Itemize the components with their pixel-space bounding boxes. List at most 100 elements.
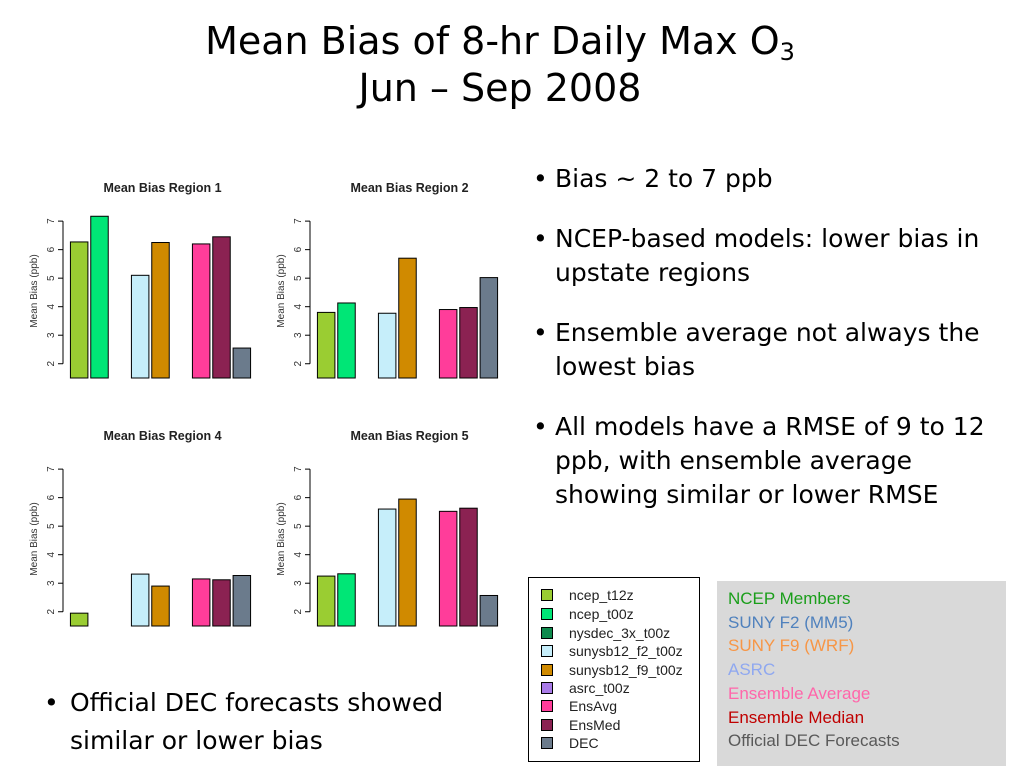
bullet-dot: • [533,164,548,193]
y-axis-label: Mean Bias (ppb) [276,254,287,327]
y-tick-label: 7 [46,218,57,224]
note-asrc: ASRC [728,660,776,680]
chart-title: Mean Bias Region 5 [350,429,468,443]
bar-EnsAvg [438,309,458,379]
bar-chart-svg: Mean Bias Region 1 2 3 4 5 6 7 Mean Bias (ppb) [29,181,252,379]
y-tick-label: 2 [293,361,304,367]
bullet-dot: • [533,318,548,347]
chart-title: Mean Bias Region 2 [350,181,468,195]
y-tick-label: 5 [46,523,57,529]
bullet-dot: • [533,224,548,253]
legend-item: EnsAvg [541,697,617,714]
y-tick-label: 5 [293,275,304,281]
chart-title: Mean Bias Region 1 [103,181,221,195]
bar-sunysb12_f9_t00z [151,585,170,627]
bar-EnsMed [212,236,231,379]
chart-region-5: Mean Bias Region 5 2 3 4 5 6 7 Mean Bias (ppb) [272,426,512,656]
legend-swatch [541,663,553,676]
note-ensemble-average: Ensemble Average [728,683,871,703]
bullet-list: • Bias ~ 2 to 7 ppb • NCEP-based models: l… [533,162,1003,538]
bar-ncep_t00z [90,215,109,379]
y-tick-label: 6 [293,246,304,252]
bar-ncep_t00z [337,302,356,379]
y-tick-label: 5 [46,275,57,281]
y-tick-label: 3 [46,580,57,586]
legend-item: sunysb12_f9_t00z [541,661,683,678]
slide-title: Mean Bias of 8-hr Daily Max O3 Jun – Sep… [0,18,1000,112]
chart-title: Mean Bias Region 4 [103,429,221,443]
bar-ncep_t12z [69,241,89,379]
legend-swatch [541,699,553,712]
bar-chart-svg: Mean Bias Region 2 2 3 4 5 6 7 Mean Bias (ppb) [276,181,499,379]
legend-item: ncep_t12z [541,586,634,603]
bar-EnsAvg [438,510,458,627]
y-axis-label: Mean Bias (ppb) [29,502,40,575]
chart-region-1: Mean Bias Region 1 2 3 4 5 6 7 Mean Bias (ppb) [25,178,265,408]
chart-legend: ncep_t12z ncep_t00z nysdec_3x_t00z sunys… [528,577,700,762]
bullet-item: • NCEP-based models: lower bias in upstat… [533,224,980,287]
bar-ncep_t12z [316,575,336,627]
bar-ncep_t12z [69,612,89,627]
bar-chart-svg: Mean Bias Region 4 2 3 4 5 6 7 Mean Bias (ppb) [29,429,252,627]
legend-swatch [541,718,553,731]
y-tick-label: 6 [46,494,57,500]
bottom-bullet: • Official DEC forecasts showed similar o… [44,684,530,760]
bar-chart-svg: Mean Bias Region 5 2 3 4 5 6 7 Mean Bias (ppb) [276,429,499,627]
bar-sunysb12_f2_t00z [377,312,397,379]
y-tick-label: 7 [293,466,304,472]
bar-sunysb12_f9_t00z [398,498,417,627]
bar-DEC [232,575,252,627]
bar-DEC [232,347,252,379]
y-tick-label: 2 [46,609,57,615]
y-tick-label: 7 [46,466,57,472]
bar-DEC [479,594,499,627]
legend-item: asrc_t00z [541,679,630,696]
legend-item: EnsMed [541,716,620,733]
bullet-dot: • [44,688,59,717]
y-tick-label: 4 [46,303,57,309]
legend-swatch [541,681,553,694]
note-ensemble-median: Ensemble Median [728,707,865,727]
legend-item: DEC [541,734,599,751]
legend-swatch [541,626,553,639]
y-tick-label: 6 [46,246,57,252]
legend-swatch [541,607,553,620]
model-group-notes: NCEP Members SUNY F2 (MM5) SUNY F9 (WRF)… [717,581,1006,766]
title-line-1: Mean Bias of 8-hr Daily Max O3 [205,19,795,66]
y-tick-label: 4 [293,303,304,309]
bullet-dot: • [533,412,548,441]
legend-swatch [541,588,553,601]
bullet-item: • Ensemble average not always the lowest … [533,318,980,381]
y-tick-label: 6 [293,494,304,500]
y-tick-label: 3 [293,332,304,338]
bar-sunysb12_f2_t00z [377,508,397,627]
bar-sunysb12_f9_t00z [398,257,417,379]
bar-sunysb12_f2_t00z [130,573,150,627]
legend-swatch [541,736,553,749]
y-tick-label: 2 [293,609,304,615]
legend-item: ncep_t00z [541,605,634,622]
y-tick-label: 3 [46,332,57,338]
y-tick-label: 4 [293,551,304,557]
chart-region-2: Mean Bias Region 2 2 3 4 5 6 7 Mean Bias (ppb) [272,178,512,408]
bar-EnsMed [459,307,478,379]
y-tick-label: 3 [293,580,304,586]
y-tick-label: 5 [293,523,304,529]
bar-sunysb12_f2_t00z [130,274,150,379]
bar-EnsAvg [191,243,211,379]
y-tick-label: 2 [46,361,57,367]
bar-ncep_t00z [337,573,356,627]
y-axis-label: Mean Bias (ppb) [29,254,40,327]
y-axis-label: Mean Bias (ppb) [276,502,287,575]
bar-ncep_t12z [316,311,336,379]
title-subscript: 3 [779,38,795,66]
bar-EnsAvg [191,578,211,627]
note-suny-f2: SUNY F2 (MM5) [728,612,854,632]
note-official-dec: Official DEC Forecasts [728,731,900,751]
bar-sunysb12_f9_t00z [151,242,170,379]
note-suny-f9: SUNY F9 (WRF) [728,636,855,656]
bar-DEC [479,277,499,379]
y-tick-label: 4 [46,551,57,557]
bar-EnsMed [212,579,231,627]
legend-item: nysdec_3x_t00z [541,624,670,641]
